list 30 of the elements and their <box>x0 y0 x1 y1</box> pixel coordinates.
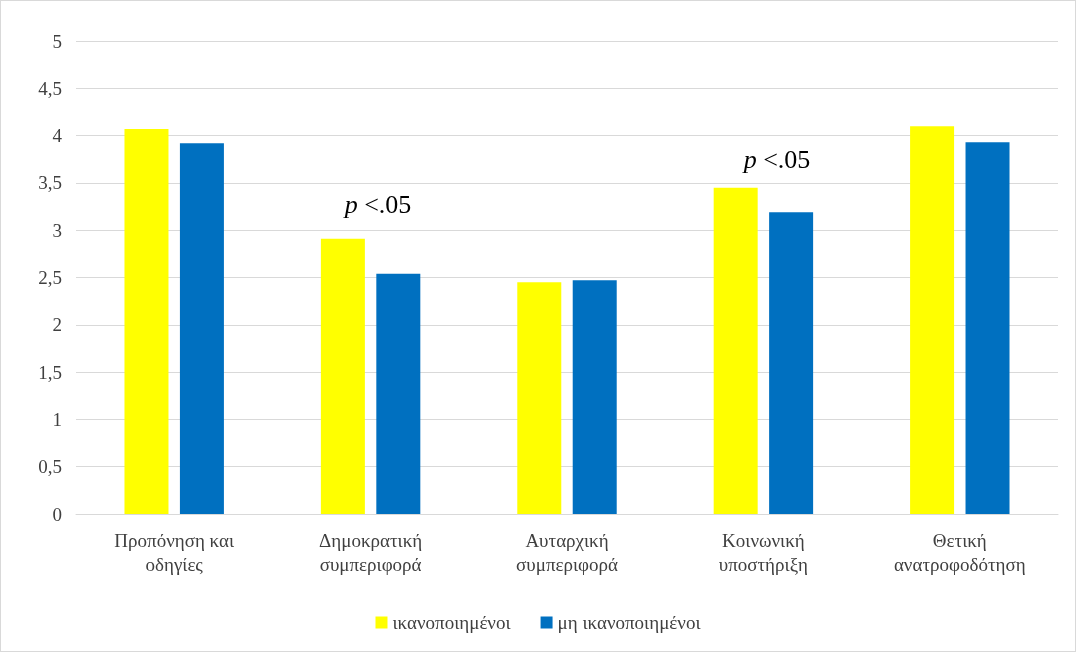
annotation: p <.05 <box>342 189 412 219</box>
legend-label: μη ικανοποιημένοι <box>557 612 702 633</box>
bar <box>124 128 169 514</box>
x-tick-label: Προπόνηση και οδηγίες <box>114 529 235 575</box>
bar <box>965 142 1010 514</box>
y-tick-label: 0,5 <box>38 456 62 478</box>
y-tick-label: 1,5 <box>38 361 62 383</box>
y-tick-label: 2,5 <box>38 267 62 288</box>
text: 1 <box>52 408 62 430</box>
annotation: p <.05 <box>741 144 811 174</box>
bar <box>179 143 224 514</box>
bar <box>713 187 758 514</box>
text: 2 <box>52 314 62 336</box>
text: 5 <box>52 30 62 52</box>
bar <box>572 280 617 514</box>
bar <box>376 273 421 514</box>
text: 4 <box>52 125 62 147</box>
x-tick-label: Δημοκρατική συμπεριφορά <box>319 529 423 575</box>
bar <box>769 212 814 514</box>
y-tick-label: 4,5 <box>38 77 62 99</box>
bar <box>320 238 365 514</box>
bar <box>517 282 562 514</box>
x-tick-label: Θετική ανατροφοδότηση <box>893 529 1026 575</box>
text: 3 <box>52 219 62 241</box>
bar <box>910 126 955 514</box>
x-tick-label: Αυταρχική συμπεριφορά <box>516 529 618 575</box>
legend-label: ικανοποιημένοι <box>392 612 512 633</box>
y-tick-label: 3,5 <box>38 172 62 194</box>
text: 0 <box>52 503 62 525</box>
x-tick-label: Κοινωνική υποστήριξη <box>718 529 809 575</box>
